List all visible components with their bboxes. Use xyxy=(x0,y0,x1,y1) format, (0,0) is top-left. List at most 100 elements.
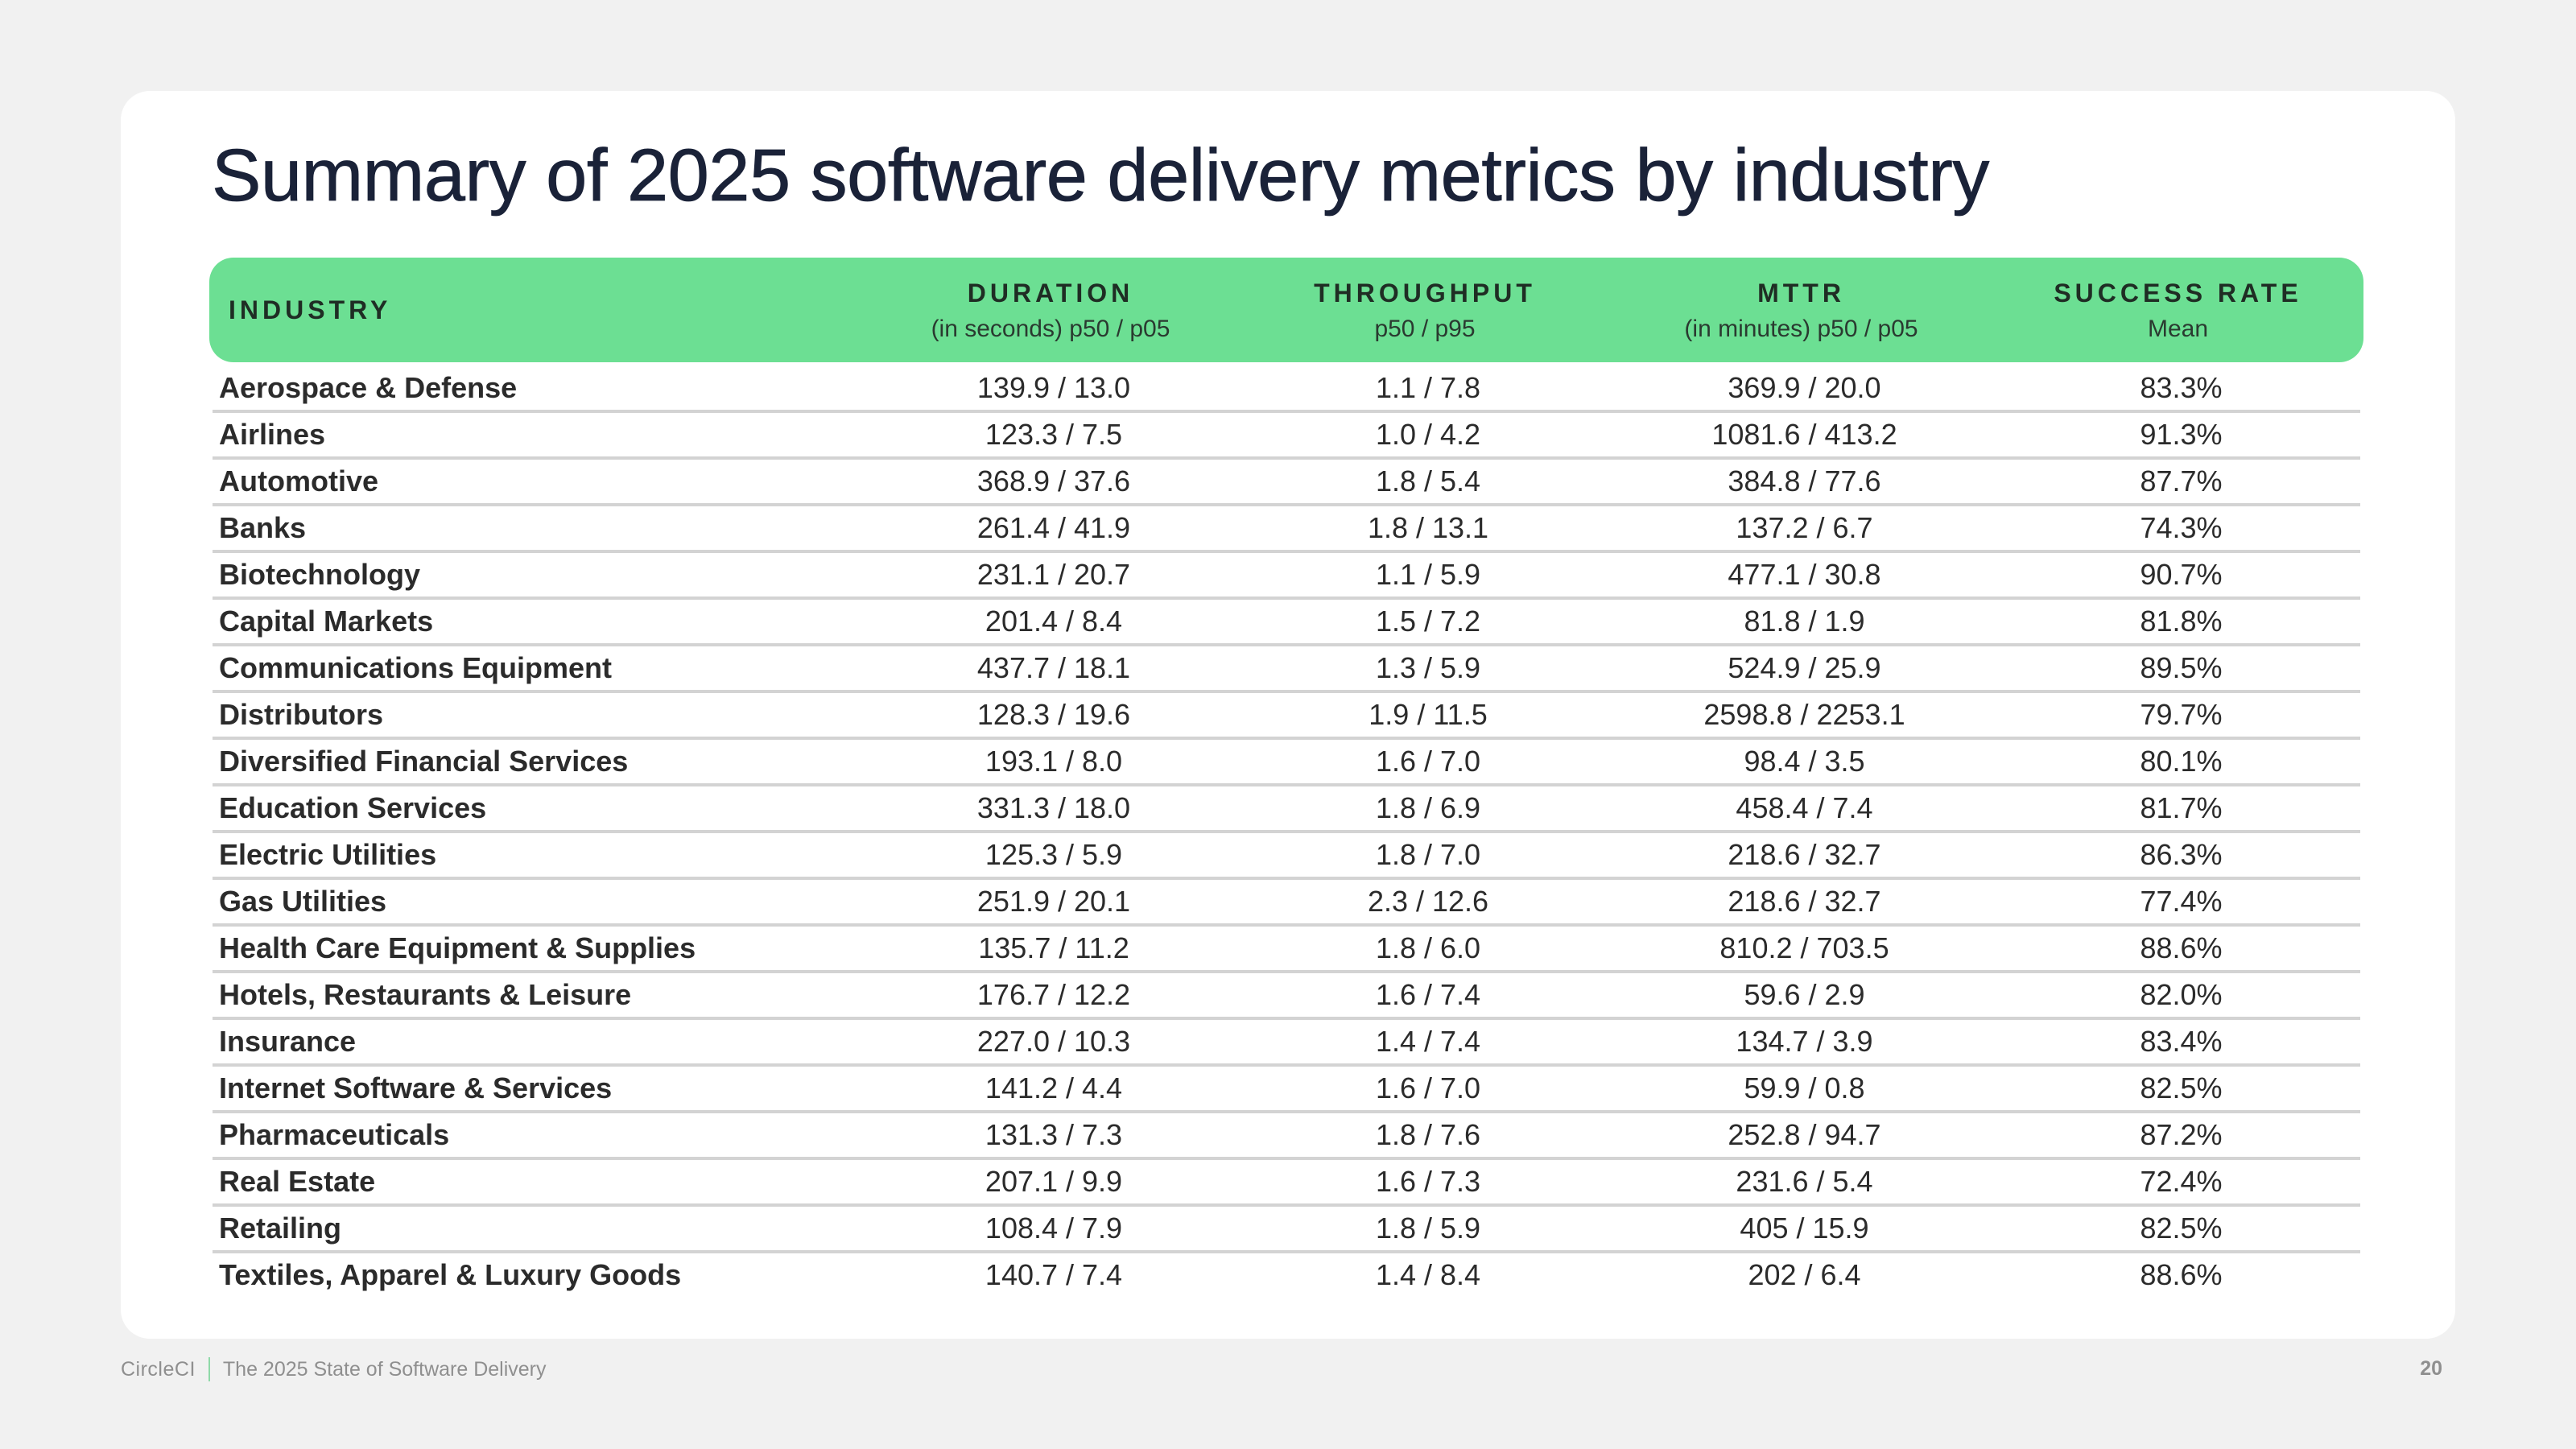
cell-success-rate: 82.5% xyxy=(2140,1071,2223,1104)
cell-industry: Gas Utilities xyxy=(219,885,387,918)
cell-industry: Automotive xyxy=(219,464,378,497)
column-header-sublabel: Mean xyxy=(2147,316,2209,342)
cell-throughput: 1.8 / 5.4 xyxy=(1375,464,1481,497)
cell-industry: Biotechnology xyxy=(219,558,420,591)
footer-separator xyxy=(208,1357,210,1381)
cell-duration: 201.4 / 8.4 xyxy=(985,605,1123,638)
column-header-label: MTTR xyxy=(1757,279,1845,308)
cell-duration: 437.7 / 18.1 xyxy=(976,651,1131,684)
footer-report-title: The 2025 State of Software Delivery xyxy=(222,1357,547,1381)
cell-mttr: 137.2 / 6.7 xyxy=(1736,511,1873,544)
column-header-industry: INDUSTRY xyxy=(209,294,861,326)
cell-industry: Insurance xyxy=(219,1025,357,1058)
cell-throughput: 1.3 / 5.9 xyxy=(1375,651,1481,684)
cell-success-rate: 74.3% xyxy=(2140,511,2223,544)
cell-duration: 261.4 / 41.9 xyxy=(976,511,1131,544)
page-number: 20 xyxy=(2420,1357,2442,1380)
cell-industry: Communications Equipment xyxy=(219,651,613,684)
column-header-success-rate: SUCCESS RATE Mean xyxy=(1992,277,2363,343)
cell-duration: 176.7 / 12.2 xyxy=(976,978,1131,1011)
column-header-label: INDUSTRY xyxy=(229,295,392,324)
table-row: Pharmaceuticals 131.3 / 7.3 1.8 / 7.6 252.8… xyxy=(213,1113,2360,1160)
column-header-label: DURATION xyxy=(967,279,1134,308)
cell-mttr: 2598.8 / 2253.1 xyxy=(1703,698,1905,731)
cell-throughput: 1.1 / 5.9 xyxy=(1375,558,1481,591)
cell-success-rate: 88.6% xyxy=(2140,931,2223,964)
cell-duration: 251.9 / 20.1 xyxy=(976,885,1131,918)
footer-brand: CircleCI xyxy=(121,1357,196,1381)
cell-success-rate: 72.4% xyxy=(2140,1165,2223,1198)
cell-throughput: 1.6 / 7.3 xyxy=(1375,1165,1481,1198)
column-header-throughput: THROUGHPUT p50 / p95 xyxy=(1240,277,1610,343)
cell-mttr: 81.8 / 1.9 xyxy=(1744,605,1865,638)
table-row: Gas Utilities 251.9 / 20.1 2.3 / 12.6 218.6… xyxy=(213,880,2360,927)
column-header-sublabel: (in seconds) p50 / p05 xyxy=(931,316,1170,342)
cell-success-rate: 82.5% xyxy=(2140,1212,2223,1245)
cell-mttr: 405 / 15.9 xyxy=(1740,1212,1869,1245)
cell-industry: Textiles, Apparel & Luxury Goods xyxy=(219,1258,682,1291)
cell-success-rate: 83.4% xyxy=(2140,1025,2223,1058)
cell-industry: Real Estate xyxy=(219,1165,376,1198)
cell-duration: 108.4 / 7.9 xyxy=(985,1212,1123,1245)
cell-duration: 207.1 / 9.9 xyxy=(985,1165,1123,1198)
cell-mttr: 231.6 / 5.4 xyxy=(1736,1165,1873,1198)
cell-mttr: 477.1 / 30.8 xyxy=(1728,558,1881,591)
cell-mttr: 218.6 / 32.7 xyxy=(1728,885,1881,918)
cell-duration: 227.0 / 10.3 xyxy=(976,1025,1131,1058)
cell-industry: Pharmaceuticals xyxy=(219,1118,450,1151)
cell-success-rate: 77.4% xyxy=(2140,885,2223,918)
cell-mttr: 524.9 / 25.9 xyxy=(1728,651,1881,684)
cell-industry: Airlines xyxy=(219,418,326,451)
cell-mttr: 202 / 6.4 xyxy=(1748,1258,1861,1291)
cell-success-rate: 87.7% xyxy=(2140,464,2223,497)
metrics-table: INDUSTRY DURATION (in seconds) p50 / p05… xyxy=(209,258,2363,1297)
cell-industry: Education Services xyxy=(219,791,487,824)
cell-throughput: 1.4 / 7.4 xyxy=(1375,1025,1481,1058)
cell-mttr: 252.8 / 94.7 xyxy=(1728,1118,1881,1151)
cell-industry: Internet Software & Services xyxy=(219,1071,613,1104)
table-row: Banks 261.4 / 41.9 1.8 / 13.1 137.2 / 6.7 74… xyxy=(213,506,2360,553)
cell-mttr: 59.6 / 2.9 xyxy=(1744,978,1865,1011)
cell-duration: 368.9 / 37.6 xyxy=(976,464,1131,497)
cell-success-rate: 82.0% xyxy=(2140,978,2223,1011)
cell-success-rate: 83.3% xyxy=(2140,371,2223,404)
cell-duration: 193.1 / 8.0 xyxy=(985,745,1123,778)
cell-throughput: 1.9 / 11.5 xyxy=(1368,698,1488,731)
table-row: Hotels, Restaurants & Leisure 176.7 / 12.… xyxy=(213,973,2360,1020)
cell-throughput: 1.8 / 6.9 xyxy=(1375,791,1481,824)
table-row: Retailing 108.4 / 7.9 1.8 / 5.9 405 / 15.9 8… xyxy=(213,1207,2360,1253)
table-body: Aerospace & Defense 139.9 / 13.0 1.1 / 7.8… xyxy=(209,366,2363,1297)
cell-industry: Electric Utilities xyxy=(219,838,437,871)
cell-industry: Banks xyxy=(219,511,307,544)
cell-throughput: 1.8 / 5.9 xyxy=(1375,1212,1481,1245)
table-row: Electric Utilities 125.3 / 5.9 1.8 / 7.0 21… xyxy=(213,833,2360,880)
cell-success-rate: 89.5% xyxy=(2140,651,2223,684)
cell-success-rate: 79.7% xyxy=(2140,698,2223,731)
table-row: Aerospace & Defense 139.9 / 13.0 1.1 / 7.8… xyxy=(213,366,2360,413)
cell-industry: Aerospace & Defense xyxy=(219,371,518,404)
table-row: Capital Markets 201.4 / 8.4 1.5 / 7.2 81.8 … xyxy=(213,600,2360,646)
cell-throughput: 1.8 / 7.6 xyxy=(1375,1118,1481,1151)
cell-success-rate: 90.7% xyxy=(2140,558,2223,591)
cell-throughput: 1.1 / 7.8 xyxy=(1375,371,1481,404)
cell-industry: Retailing xyxy=(219,1212,342,1245)
cell-throughput: 1.0 / 4.2 xyxy=(1375,418,1481,451)
table-row: Internet Software & Services 141.2 / 4.4 1… xyxy=(213,1067,2360,1113)
cell-success-rate: 81.7% xyxy=(2140,791,2223,824)
table-header: INDUSTRY DURATION (in seconds) p50 / p05… xyxy=(209,258,2363,362)
cell-duration: 140.7 / 7.4 xyxy=(985,1258,1123,1291)
cell-success-rate: 87.2% xyxy=(2140,1118,2223,1151)
table-row: Diversified Financial Services 193.1 / 8.… xyxy=(213,740,2360,786)
table-row: Distributors 128.3 / 19.6 1.9 / 11.5 2598.8… xyxy=(213,693,2360,740)
cell-mttr: 369.9 / 20.0 xyxy=(1728,371,1881,404)
cell-throughput: 1.4 / 8.4 xyxy=(1375,1258,1481,1291)
table-row: Airlines 123.3 / 7.5 1.0 / 4.2 1081.6 / 413… xyxy=(213,413,2360,460)
cell-industry: Capital Markets xyxy=(219,605,434,638)
cell-mttr: 384.8 / 77.6 xyxy=(1728,464,1881,497)
cell-industry: Hotels, Restaurants & Leisure xyxy=(219,978,632,1011)
cell-throughput: 1.8 / 6.0 xyxy=(1375,931,1481,964)
cell-duration: 123.3 / 7.5 xyxy=(985,418,1123,451)
cell-mttr: 810.2 / 703.5 xyxy=(1719,931,1889,964)
table-row: Real Estate 207.1 / 9.9 1.6 / 7.3 231.6 / 5… xyxy=(213,1160,2360,1207)
cell-industry: Diversified Financial Services xyxy=(219,745,629,778)
